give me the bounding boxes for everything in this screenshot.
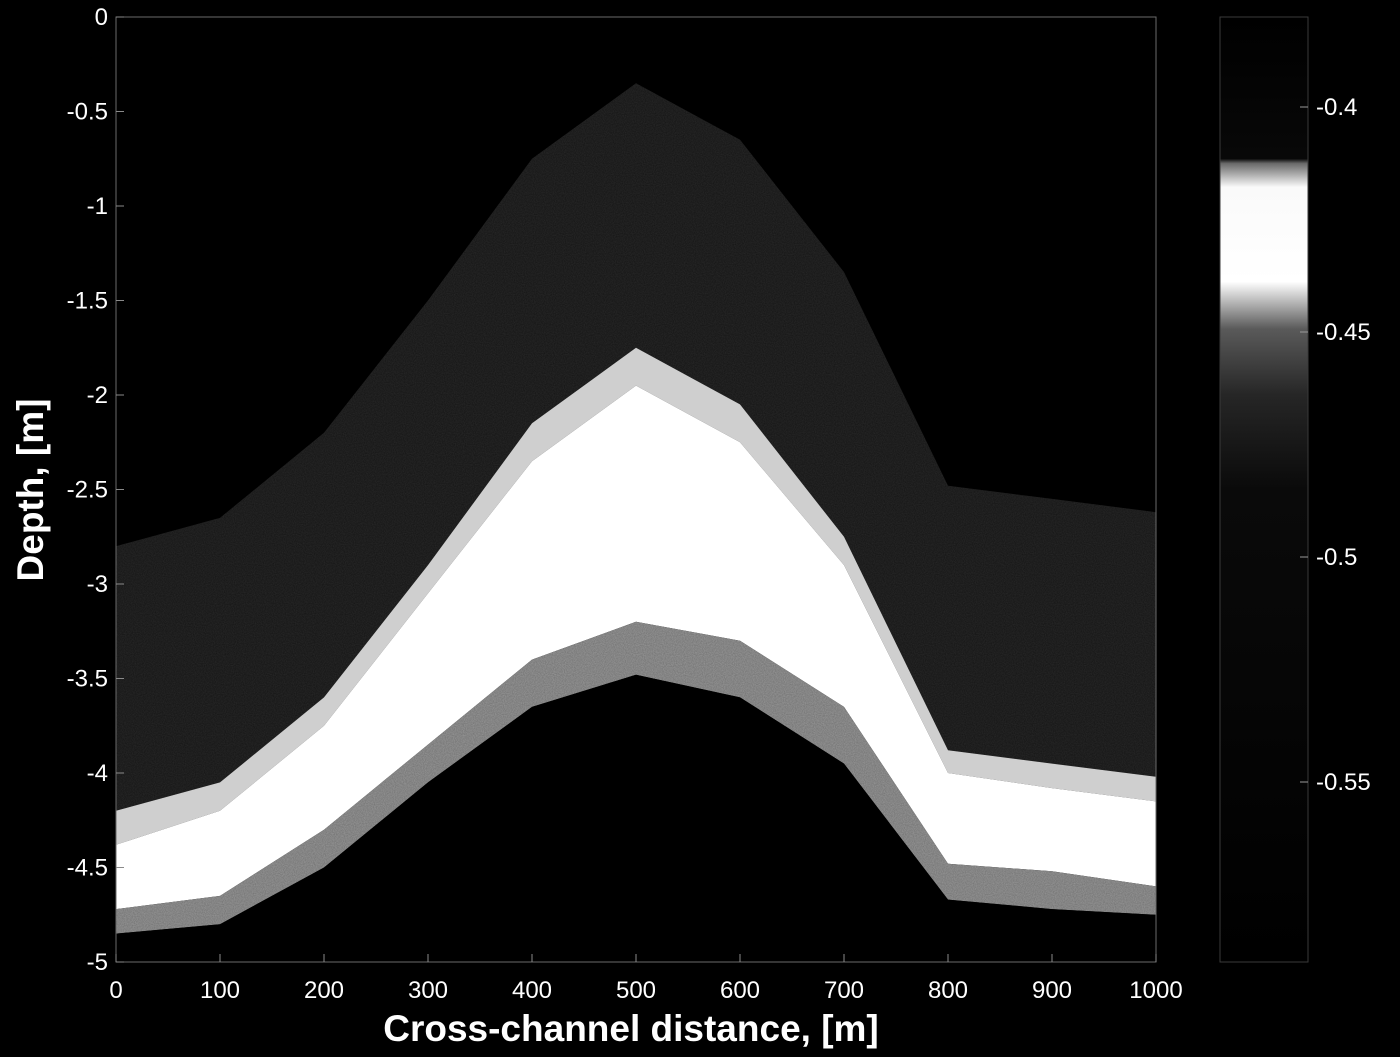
colorbar-ticks: -0.4 -0.45 -0.5 -0.55 bbox=[1300, 94, 1371, 796]
y-tick-label: -2 bbox=[87, 382, 108, 409]
colorbar-tick-label: -0.4 bbox=[1316, 94, 1357, 121]
y-axis: 0 -0.5 -1 -1.5 -2 -2.5 -3 -3.5 -4 -4.5 -5 bbox=[67, 4, 124, 976]
x-tick-label: 900 bbox=[1032, 977, 1072, 1004]
x-tick-label: 100 bbox=[200, 977, 240, 1004]
colorbar-tick-label: -0.55 bbox=[1316, 769, 1371, 796]
y-tick-label: 0 bbox=[95, 4, 108, 31]
seabed bbox=[116, 674, 1156, 962]
y-tick-label: -4 bbox=[87, 760, 108, 787]
x-tick-label: 300 bbox=[408, 977, 448, 1004]
y-tick-label: -0.5 bbox=[67, 99, 108, 126]
field-band-lower-texture bbox=[116, 621, 1156, 934]
y-tick-label: -1 bbox=[87, 193, 108, 220]
y-tick-label: -1.5 bbox=[67, 288, 108, 315]
x-tick-label: 1000 bbox=[1129, 977, 1182, 1004]
x-tick-label: 200 bbox=[304, 977, 344, 1004]
colorbar-tick-label: -0.45 bbox=[1316, 319, 1371, 346]
y-tick-label: -3 bbox=[87, 571, 108, 598]
colorbar: -0.4 -0.45 -0.5 -0.55 bbox=[1219, 16, 1371, 963]
field-band-upper bbox=[116, 347, 1156, 845]
field-band-core bbox=[116, 385, 1156, 910]
x-tick-label: 400 bbox=[512, 977, 552, 1004]
x-axis-title: Cross-channel distance, [m] bbox=[383, 1008, 879, 1049]
colorbar-frame bbox=[1219, 16, 1309, 963]
x-tick-label: 0 bbox=[109, 977, 122, 1004]
colorbar-gradient bbox=[1220, 17, 1308, 962]
field-halo-texture bbox=[116, 83, 1156, 811]
y-tick-label: -5 bbox=[87, 949, 108, 976]
x-tick-label: 700 bbox=[824, 977, 864, 1004]
x-tick-label: 500 bbox=[616, 977, 656, 1004]
x-tick-label: 800 bbox=[928, 977, 968, 1004]
field-layer bbox=[116, 83, 1156, 962]
y-tick-label: -3.5 bbox=[67, 666, 108, 693]
y-tick-label: -4.5 bbox=[67, 855, 108, 882]
x-tick-label: 600 bbox=[720, 977, 760, 1004]
y-tick-label: -2.5 bbox=[67, 477, 108, 504]
colorbar-tick-label: -0.5 bbox=[1316, 544, 1357, 571]
y-axis-title: Depth, [m] bbox=[10, 399, 51, 582]
x-axis: 0 100 200 300 400 500 600 700 800 900 1000 bbox=[109, 954, 1183, 1004]
